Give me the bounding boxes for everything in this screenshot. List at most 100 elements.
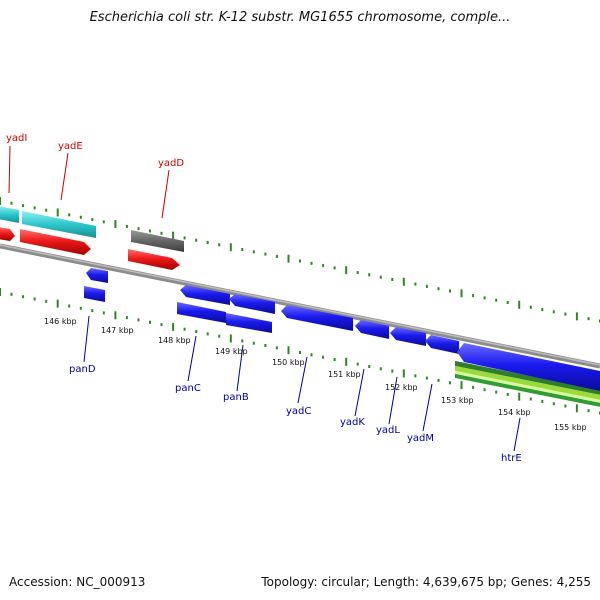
major-tick: [345, 357, 348, 366]
major-tick: [172, 231, 175, 240]
minor-tick: [33, 297, 36, 301]
major-tick: [287, 254, 290, 263]
minor-tick: [483, 296, 486, 300]
label-leaders: [8, 145, 521, 452]
map-title: Escherichia coli str. K-12 substr. MG165…: [89, 10, 511, 25]
minor-tick: [195, 330, 198, 334]
minor-tick: [437, 378, 440, 382]
gene-yadL: [390, 327, 426, 346]
minor-tick: [587, 317, 590, 321]
minor-tick: [68, 213, 71, 217]
minor-tick: [483, 388, 486, 392]
gene-labels-bottom: panD panC panB yadC yadK yadL yadM htrE: [69, 364, 522, 464]
minor-tick: [91, 218, 94, 221]
minor-tick: [564, 312, 567, 316]
gene-yadD-gray: [131, 230, 184, 252]
major-tick: [460, 381, 463, 390]
gene-yadI-teal: [0, 206, 19, 223]
gene-yadE-red: [20, 229, 91, 255]
scale-label: 152 kbp: [385, 383, 418, 392]
minor-tick: [241, 339, 244, 343]
minor-tick: [379, 275, 382, 279]
minor-tick: [102, 311, 105, 315]
minor-tick: [564, 404, 567, 408]
minor-tick: [79, 306, 82, 310]
minor-tick: [195, 238, 198, 242]
minor-tick: [45, 299, 48, 303]
minor-tick: [495, 390, 498, 394]
minor-tick: [125, 316, 128, 320]
scale-label: 147 kbp: [101, 326, 134, 335]
minor-tick: [552, 402, 555, 406]
minor-tick: [541, 399, 544, 403]
topology-summary-text: Topology: circular; Length: 4,639,675 bp…: [261, 575, 591, 589]
reverse-genes: [84, 268, 600, 391]
minor-tick: [22, 204, 25, 208]
gene-label-yadC: yadC: [286, 406, 311, 417]
lower-scale-track: [0, 288, 600, 415]
scale-label: 151 kbp: [328, 370, 361, 379]
gene-panC-upper: [180, 285, 230, 305]
minor-tick: [91, 309, 94, 313]
minor-tick: [149, 229, 151, 233]
minor-tick: [472, 385, 475, 389]
minor-tick: [310, 353, 313, 357]
minor-tick: [541, 308, 544, 311]
gene-panD-small: [86, 268, 108, 283]
gene-panB-lower: [226, 313, 272, 333]
major-tick: [345, 266, 348, 275]
gene-label-yadK: yadK: [340, 417, 365, 428]
gene-panB-upper: [229, 294, 275, 314]
minor-tick: [160, 231, 163, 235]
major-tick: [114, 311, 117, 320]
minor-tick: [149, 320, 151, 324]
gene-yadK: [355, 320, 389, 339]
gene-yadI-red: [0, 227, 15, 241]
minor-tick: [587, 409, 590, 413]
minor-tick: [160, 323, 163, 327]
minor-tick: [241, 248, 244, 251]
scale-label: 148 kbp: [158, 336, 191, 345]
gene-panD: [84, 286, 105, 302]
minor-tick: [22, 295, 25, 299]
gene-yadD-red: [128, 249, 180, 270]
major-tick: [229, 243, 232, 252]
major-tick: [287, 346, 290, 355]
gene-label-yadL: yadL: [376, 425, 400, 436]
minor-tick: [333, 266, 336, 270]
minor-tick: [299, 259, 301, 263]
minor-tick: [449, 289, 451, 293]
minor-tick: [333, 358, 336, 361]
minor-tick: [310, 261, 313, 265]
minor-tick: [495, 298, 498, 302]
minor-tick: [264, 252, 267, 256]
major-tick: [575, 312, 578, 321]
major-tick: [518, 300, 521, 309]
gene-label-panC: panC: [175, 383, 201, 394]
minor-tick: [449, 381, 451, 385]
minor-tick: [218, 243, 221, 247]
minor-tick: [102, 220, 105, 224]
gene-label-panB: panB: [223, 392, 249, 403]
gene-panC-lower: [177, 302, 226, 323]
gene-yadC: [281, 305, 353, 331]
scale-label: 150 kbp: [272, 358, 305, 367]
minor-tick: [391, 369, 394, 373]
minor-tick: [206, 241, 209, 244]
major-tick: [518, 392, 521, 401]
major-tick: [575, 404, 578, 413]
minor-tick: [252, 341, 255, 345]
gene-label-yadI: yadI: [6, 133, 27, 144]
minor-tick: [425, 284, 428, 288]
minor-tick: [529, 397, 532, 401]
gene-label-htrE: htrE: [501, 453, 522, 464]
major-tick: [402, 277, 405, 286]
minor-tick: [218, 334, 221, 338]
backbone-line: [0, 243, 600, 369]
scale-labels: 146 kbp 147 kbp 148 kbp 149 kbp 150 kbp …: [44, 317, 587, 432]
minor-tick: [33, 206, 36, 210]
minor-tick: [414, 282, 417, 286]
minor-tick: [299, 351, 301, 354]
minor-tick: [252, 250, 255, 254]
